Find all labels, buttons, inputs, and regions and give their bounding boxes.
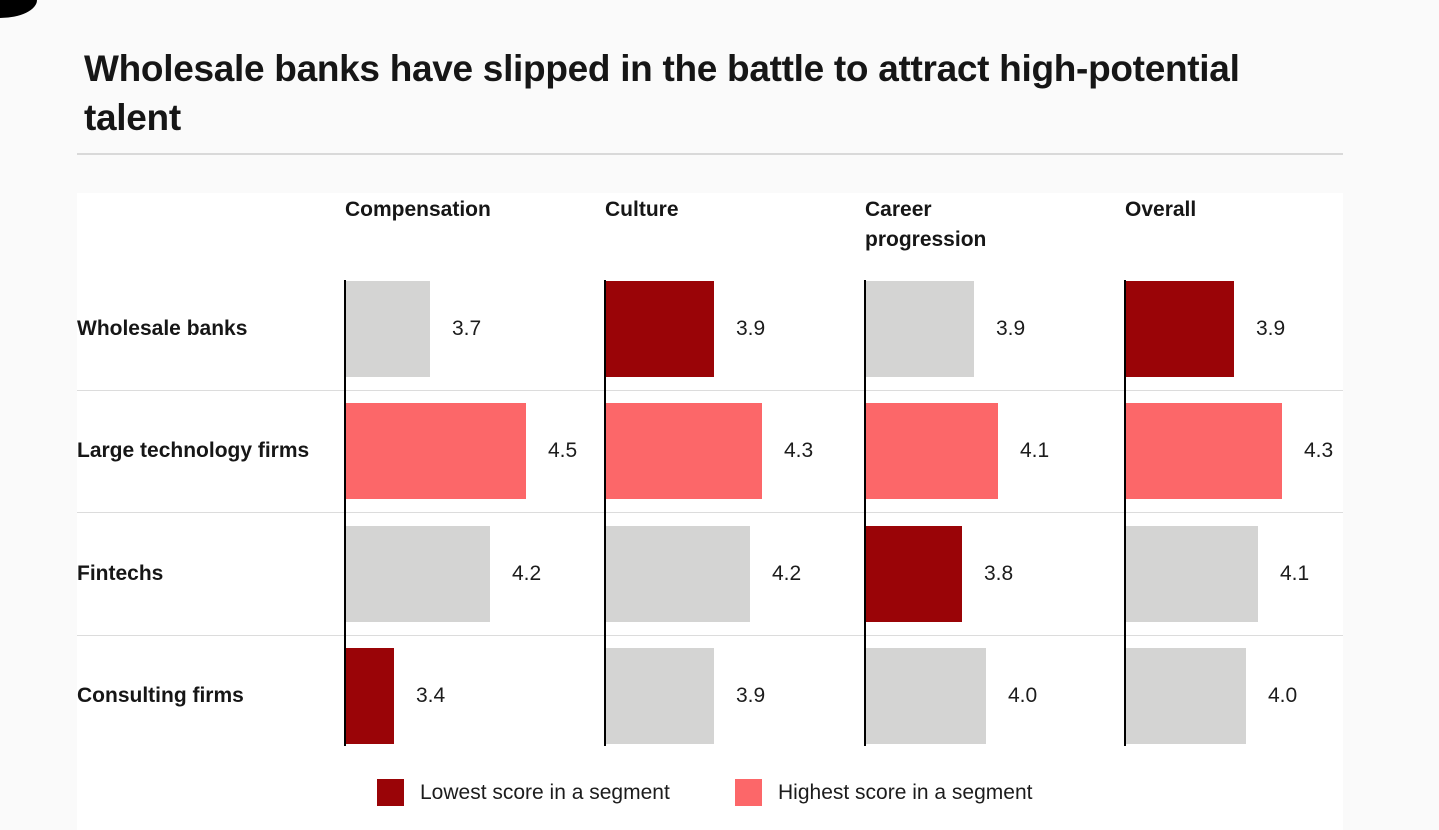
chart-title: Wholesale banks have slipped in the batt… — [84, 47, 1240, 138]
bar-value: 4.0 — [1268, 684, 1298, 707]
legend-item-highest: Highest score in a segment — [735, 779, 1032, 806]
bar-cell: 4.1 — [866, 403, 1049, 499]
bar-cell: 4.0 — [866, 648, 1037, 744]
bar-value: 4.1 — [1280, 562, 1310, 585]
bar-value: 4.0 — [1008, 684, 1038, 707]
bar — [1126, 281, 1234, 377]
bar — [606, 526, 750, 622]
row-label-wholesale-banks: Wholesale banks — [77, 317, 248, 340]
bar — [346, 526, 490, 622]
row-separator — [77, 390, 1343, 391]
bar — [346, 403, 526, 499]
legend-item-lowest: Lowest score in a segment — [377, 779, 670, 806]
row-label-fintechs: Fintechs — [77, 562, 164, 585]
bar-value: 4.2 — [772, 562, 802, 585]
bar — [606, 648, 714, 744]
bar-cell: 4.2 — [606, 526, 801, 622]
bar — [1126, 526, 1258, 622]
bar — [346, 281, 430, 377]
bar-value: 3.9 — [736, 317, 766, 340]
column-header-culture: Culture — [605, 198, 679, 221]
bar-cell: 3.9 — [866, 281, 1025, 377]
axis-line-career-progression — [864, 280, 866, 746]
bar-cell: 3.9 — [606, 648, 765, 744]
bar-value: 4.2 — [512, 562, 542, 585]
axis-line-overall — [1124, 280, 1126, 746]
bar-cell: 3.8 — [866, 526, 1013, 622]
bar-value: 3.9 — [736, 684, 766, 707]
column-header-compensation: Compensation — [345, 198, 491, 221]
bar-cell: 4.5 — [346, 403, 577, 499]
legend-swatch-highest — [735, 779, 762, 806]
axis-line-compensation — [344, 280, 346, 746]
bar-cell: 4.2 — [346, 526, 541, 622]
column-header-overall: Overall — [1125, 198, 1197, 221]
bar-value: 4.3 — [784, 439, 814, 462]
row-label-large-technology-firms: Large technology firms — [77, 439, 310, 462]
row-separator — [77, 512, 1343, 513]
row-separator — [77, 635, 1343, 636]
bar-value: 3.9 — [996, 317, 1026, 340]
bar-value: 3.7 — [452, 317, 482, 340]
bar-value: 4.3 — [1304, 439, 1334, 462]
bar-value: 3.4 — [416, 684, 446, 707]
bar-cell: 3.9 — [1126, 281, 1285, 377]
bar — [606, 403, 762, 499]
bar-cell: 4.0 — [1126, 648, 1297, 744]
bar-value: 3.8 — [984, 562, 1014, 585]
top-left-crop-artifact — [0, 0, 37, 18]
bar-cell: 3.9 — [606, 281, 765, 377]
bar — [346, 648, 394, 744]
bar-cell: 3.4 — [346, 648, 445, 744]
bar — [606, 281, 714, 377]
bar-value: 4.1 — [1020, 439, 1050, 462]
bar-value: 3.9 — [1256, 317, 1286, 340]
bar-cell: 4.3 — [606, 403, 813, 499]
bar — [1126, 648, 1246, 744]
bar-value: 4.5 — [548, 439, 578, 462]
bar — [866, 281, 974, 377]
bar-cell: 3.7 — [346, 281, 481, 377]
axis-line-culture — [604, 280, 606, 746]
bar — [866, 526, 962, 622]
bar — [866, 648, 986, 744]
bar — [1126, 403, 1282, 499]
legend-label: Highest score in a segment — [778, 780, 1033, 804]
bar — [866, 403, 998, 499]
legend-label: Lowest score in a segment — [420, 780, 670, 804]
row-label-consulting-firms: Consulting firms — [77, 684, 244, 707]
column-header-career-progression: Career progression — [865, 198, 987, 252]
title-divider — [77, 153, 1343, 155]
legend-swatch-lowest — [377, 779, 404, 806]
bar-cell: 4.1 — [1126, 526, 1309, 622]
bar-cell: 4.3 — [1126, 403, 1333, 499]
